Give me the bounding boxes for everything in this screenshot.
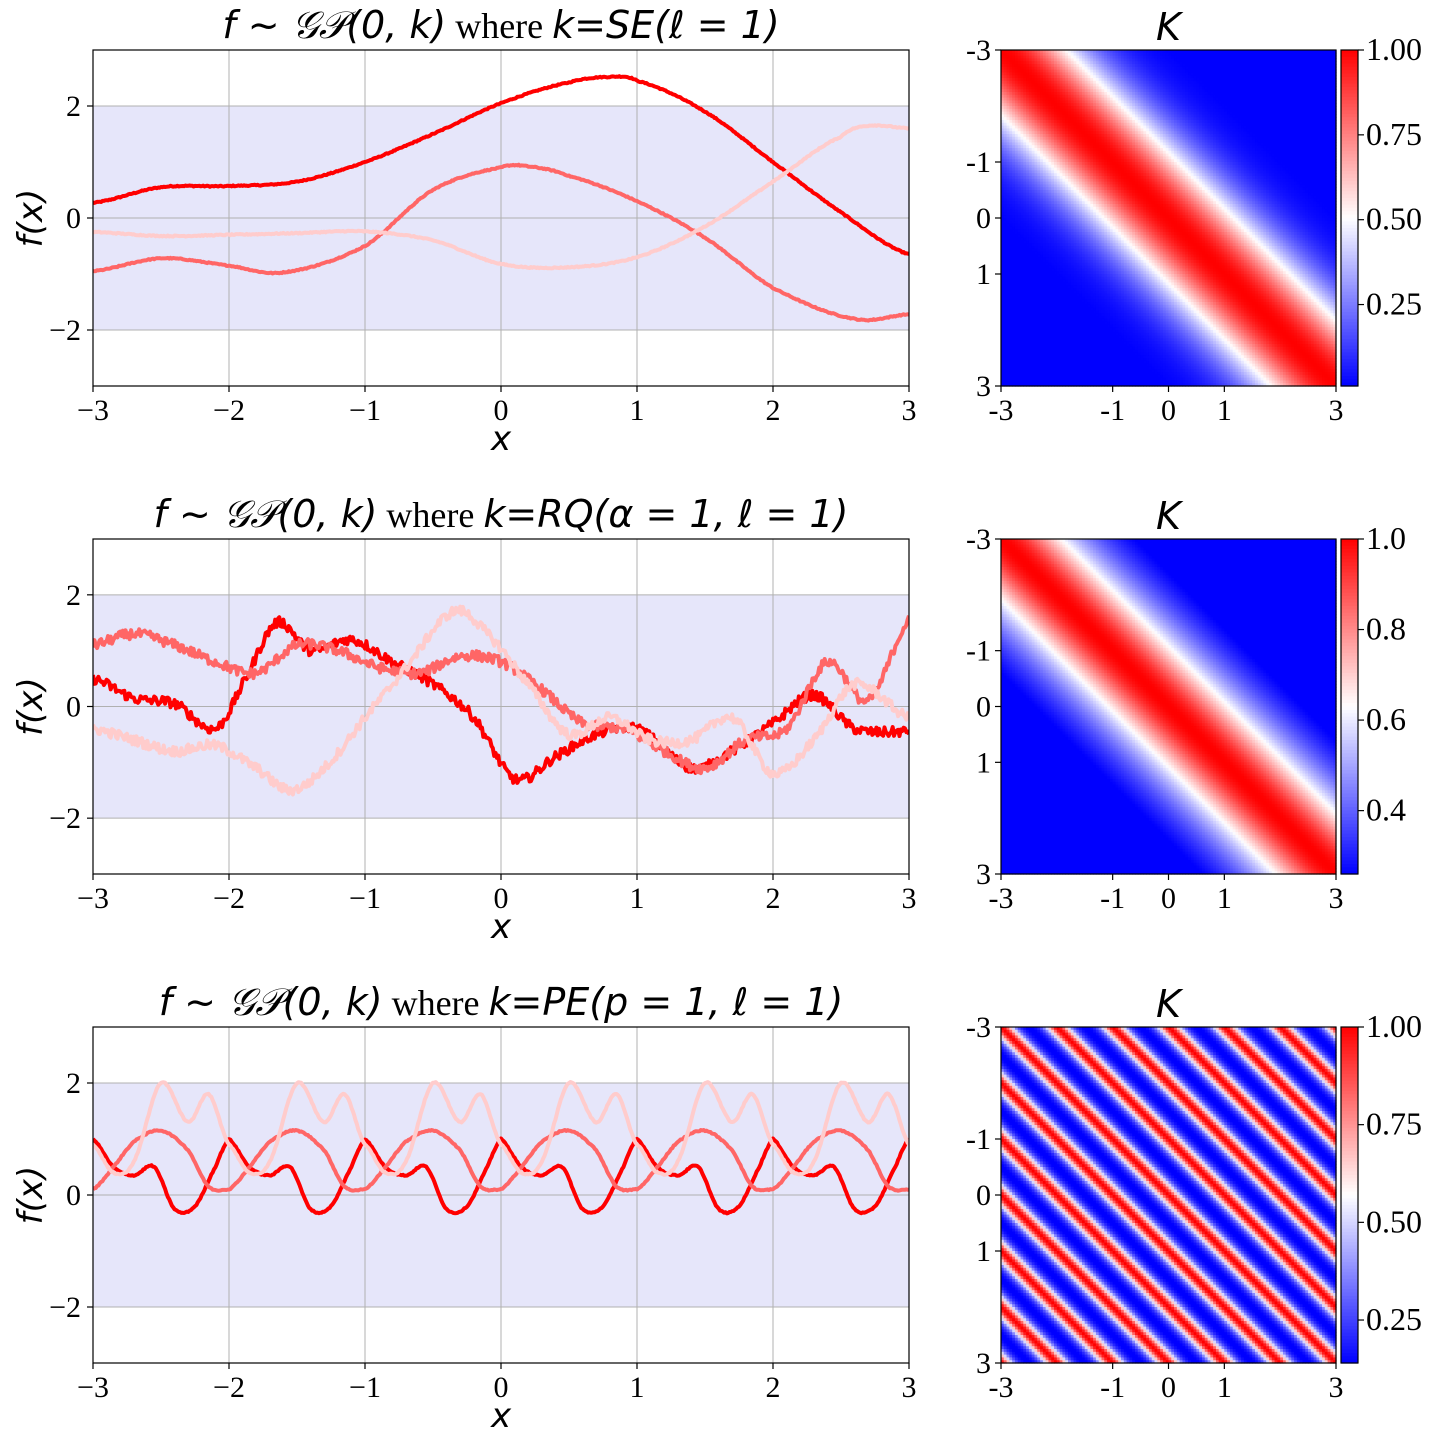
- y-tick-label: 0: [66, 202, 81, 235]
- y-axis-label: f(x): [11, 189, 51, 248]
- x-axis-label: x: [490, 419, 512, 459]
- title-part-word: where: [446, 6, 552, 46]
- x-tick-label: 3: [902, 394, 917, 427]
- x-tick-label: 1: [630, 394, 645, 427]
- line-panel-1: −3 −2 −1 0 1 2 320−2xf(x)f ~ 𝒢𝒫(0, k) where k=…: [11, 3, 917, 459]
- y-tick-label: −2: [49, 314, 81, 347]
- y-tick-label: 2: [66, 90, 81, 123]
- title-part-prefix: f ~: [222, 3, 291, 47]
- x-tick-label: −1: [349, 394, 381, 427]
- x-tick-label: −3: [77, 394, 109, 427]
- title-part-kernel: k=SE(ℓ = 1): [552, 3, 780, 47]
- x-tick-label: −2: [213, 394, 245, 427]
- title-part-args: (0, k): [346, 3, 446, 47]
- x-tick-label: 2: [766, 394, 781, 427]
- panel-title: f ~ 𝒢𝒫(0, k) where k=SE(ℓ = 1): [222, 3, 779, 47]
